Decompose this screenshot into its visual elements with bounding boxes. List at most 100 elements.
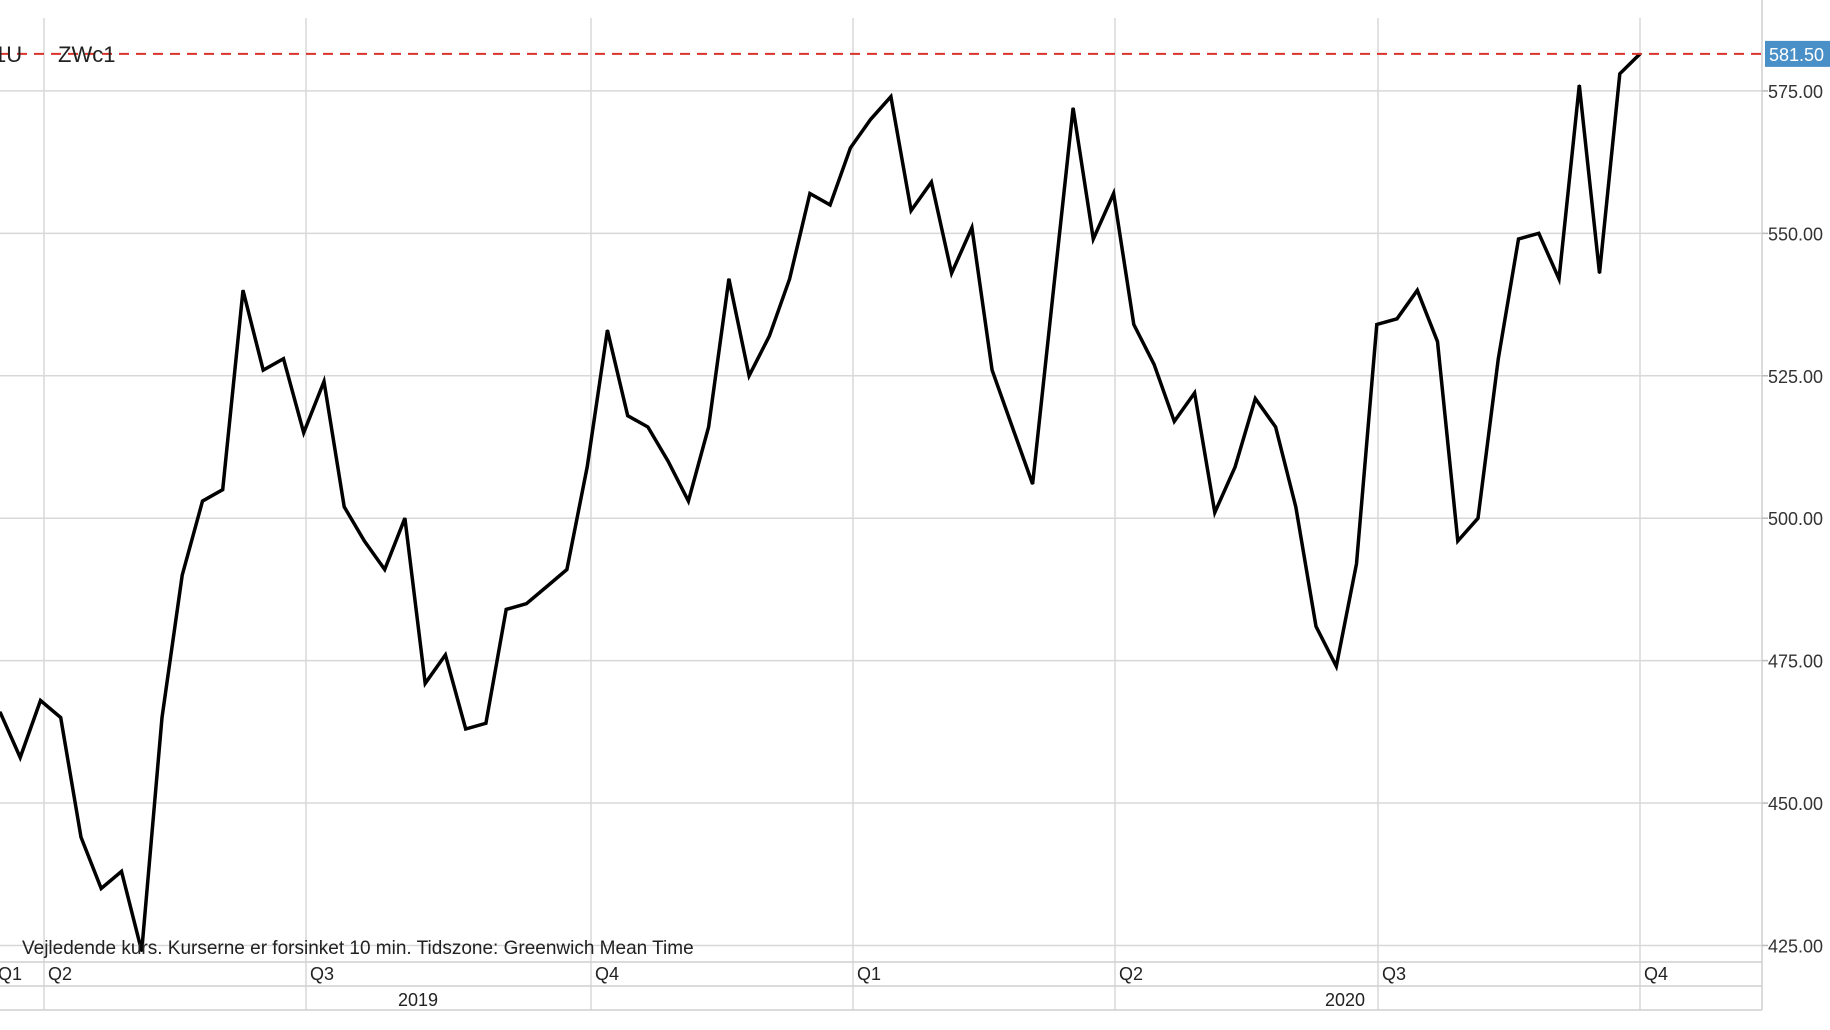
data-point [647,426,649,428]
x-tick-label: Q4 [1644,964,1668,984]
data-point [221,488,224,491]
x-tick-label: Q2 [1119,964,1143,984]
y-tick-label: 500.00 [1768,509,1823,529]
data-point [1497,357,1500,360]
data-point [1538,232,1540,235]
data-point [1072,107,1074,109]
chart-overlay: Vejledende kurs. Kurserne er forsinket 1… [0,40,1830,959]
x-tick-label: Q3 [310,964,334,984]
y-tick-label: 525.00 [1768,367,1823,387]
data-point [424,682,427,685]
data-point [363,540,366,542]
data-point [1214,511,1216,514]
data-point [1477,517,1479,519]
y-tick-label: 550.00 [1768,224,1823,244]
data-point [1133,323,1135,326]
chart-ticks: 575.00 550.00 525.00 500.00 475.00 450.00 425.… [0,82,1823,1010]
data-point [242,289,244,292]
data-point [1173,420,1176,423]
y-tick-label: 475.00 [1768,652,1823,672]
data-point [282,357,285,360]
data-point [1517,238,1520,240]
chart-axes [0,0,1763,1011]
data-point [343,506,346,508]
data-point [687,500,690,502]
data-point [485,722,487,725]
data-point [950,272,953,275]
data-point [1274,426,1277,428]
data-point [991,369,993,371]
data-point [809,192,811,195]
data-point [120,870,123,873]
y-tick-label: 575.00 [1768,82,1823,102]
data-point [1416,289,1419,292]
y-tick-label: 450.00 [1768,794,1823,814]
data-point [1558,278,1560,280]
x-tick-label: Q4 [595,964,619,984]
data-point [464,728,467,730]
data-point [626,414,629,417]
data-point [59,716,62,719]
data-point [1031,483,1034,485]
chart-grid [0,18,1762,1010]
y-tick-label: 425.00 [1768,936,1823,956]
data-point [1153,363,1155,366]
x-tick-label: Q3 [1382,964,1406,984]
data-point [910,209,912,212]
data-point [1619,73,1621,75]
data-point [768,335,771,337]
year-label: 2019 [398,990,438,1010]
data-point [545,585,548,588]
data-point [788,278,791,280]
data-point [181,574,183,576]
data-point [586,466,588,468]
data-point [19,756,22,759]
data-point [505,608,508,611]
last-price-label: 581.50 [1769,45,1824,65]
data-point [849,147,852,149]
data-point [971,226,973,229]
data-point [606,329,609,332]
legend-label-1u: 1U [0,42,22,67]
data-point [1335,665,1338,668]
data-point [1376,323,1378,326]
data-point [566,568,568,571]
data-point [323,380,325,383]
data-point [1011,426,1014,428]
data-point [1092,238,1095,240]
data-point [1254,397,1257,400]
chart-series [0,52,1642,952]
data-point [525,602,528,605]
data-point [201,500,204,502]
data-point [0,711,1,713]
data-point [140,950,143,952]
price-series-line [0,52,1642,952]
legend-label-zwc1: ZWc1 [58,42,115,67]
data-point [1234,466,1236,468]
data-point [1052,295,1054,297]
data-point [1295,506,1297,508]
last-price-badge [1765,40,1830,67]
data-point [707,426,710,428]
data-point [262,369,265,371]
data-point [1315,625,1317,628]
data-point [1578,84,1581,86]
data-point [869,118,872,121]
data-point [80,836,82,838]
data-point [1436,340,1439,343]
data-point [161,716,163,719]
data-point [383,568,386,571]
x-tick-label: Q2 [48,964,72,984]
data-point [1457,540,1459,542]
data-point [728,278,730,280]
data-point [748,375,750,377]
data-point [1193,392,1196,394]
data-point [1112,192,1115,195]
data-point [404,517,406,519]
data-point [890,95,892,98]
data-point [667,460,669,463]
data-point [829,204,831,206]
data-point [1598,272,1601,275]
data-point [444,654,447,656]
